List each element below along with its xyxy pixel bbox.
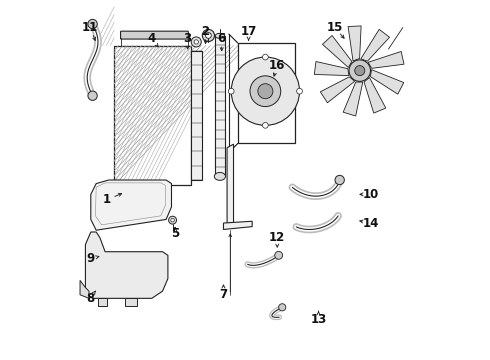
Circle shape: [263, 122, 268, 128]
Text: 10: 10: [363, 188, 379, 201]
Ellipse shape: [215, 33, 224, 39]
FancyBboxPatch shape: [121, 31, 188, 39]
Circle shape: [88, 19, 97, 29]
Polygon shape: [223, 221, 252, 229]
Text: 14: 14: [362, 216, 379, 230]
Text: 7: 7: [220, 288, 227, 301]
Text: 17: 17: [241, 25, 257, 38]
Polygon shape: [125, 298, 137, 306]
Text: 6: 6: [218, 32, 226, 45]
Text: 11: 11: [82, 21, 98, 34]
Circle shape: [169, 216, 176, 224]
Polygon shape: [98, 298, 107, 306]
Circle shape: [250, 76, 281, 107]
Circle shape: [258, 84, 273, 99]
Text: 1: 1: [103, 193, 111, 206]
Text: 12: 12: [269, 231, 285, 244]
Text: 9: 9: [86, 252, 94, 265]
Polygon shape: [368, 51, 404, 68]
Text: 3: 3: [184, 32, 192, 45]
Circle shape: [205, 33, 211, 39]
Polygon shape: [320, 77, 355, 103]
Text: 4: 4: [147, 32, 156, 45]
Polygon shape: [227, 144, 234, 226]
Polygon shape: [322, 36, 352, 67]
Bar: [191, 51, 202, 180]
Circle shape: [355, 66, 365, 76]
Circle shape: [228, 88, 234, 94]
Polygon shape: [343, 82, 363, 116]
Circle shape: [202, 30, 215, 41]
Polygon shape: [361, 30, 390, 61]
Bar: [238, 43, 295, 143]
Text: 2: 2: [201, 25, 210, 38]
Polygon shape: [80, 280, 89, 298]
Text: 16: 16: [269, 59, 286, 72]
Text: 13: 13: [310, 313, 327, 327]
Text: 15: 15: [326, 21, 343, 34]
Circle shape: [231, 57, 299, 125]
Text: 8: 8: [86, 292, 94, 305]
Polygon shape: [364, 77, 386, 113]
Bar: [114, 45, 191, 185]
Circle shape: [275, 251, 283, 259]
Text: 5: 5: [171, 227, 179, 240]
Polygon shape: [314, 62, 349, 76]
Circle shape: [263, 54, 268, 60]
Circle shape: [279, 304, 286, 311]
Circle shape: [171, 219, 174, 222]
Circle shape: [194, 40, 198, 44]
Polygon shape: [370, 69, 404, 94]
Bar: [215, 36, 224, 176]
Ellipse shape: [214, 172, 225, 180]
Circle shape: [296, 88, 302, 94]
Polygon shape: [348, 26, 361, 61]
Polygon shape: [85, 232, 168, 298]
Circle shape: [191, 37, 201, 47]
Circle shape: [88, 91, 97, 100]
Polygon shape: [91, 180, 172, 230]
Circle shape: [335, 175, 344, 185]
Circle shape: [349, 60, 370, 81]
